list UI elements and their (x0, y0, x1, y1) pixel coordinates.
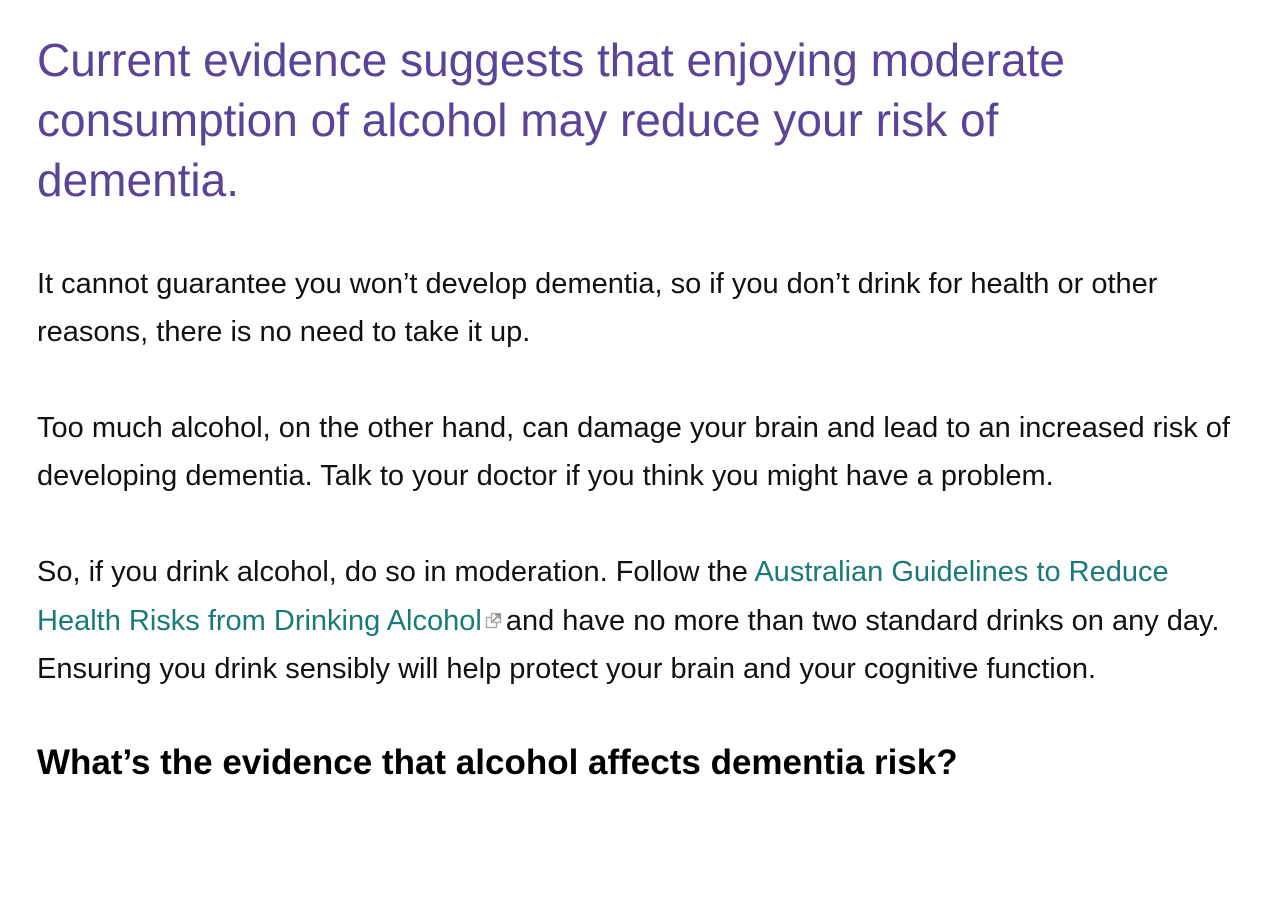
paragraph-moderation: So, if you drink alcohol, do so in moder… (37, 548, 1237, 693)
paragraph-moderation-intro: So, if you drink alcohol, do so in moder… (37, 556, 755, 588)
paragraph-moderation-outro: and have no more than two standard drink… (37, 605, 1220, 685)
external-link-icon (485, 596, 502, 629)
guidelines-link-text: Australian Guidelines to Reduce Health R… (37, 556, 1169, 637)
section-heading: What’s the evidence that alcohol affects… (37, 743, 958, 782)
paragraph-guarantee: It cannot guarantee you won’t develop de… (37, 268, 1158, 348)
paragraph-too-much-alcohol: Too much alcohol, on the other hand, can… (37, 412, 1230, 492)
guidelines-link[interactable]: Australian Guidelines to Reduce Health R… (37, 556, 1169, 637)
article-content: Current evidence suggests that enjoying … (37, 30, 1262, 785)
lead-paragraph: Current evidence suggests that enjoying … (37, 34, 1065, 206)
